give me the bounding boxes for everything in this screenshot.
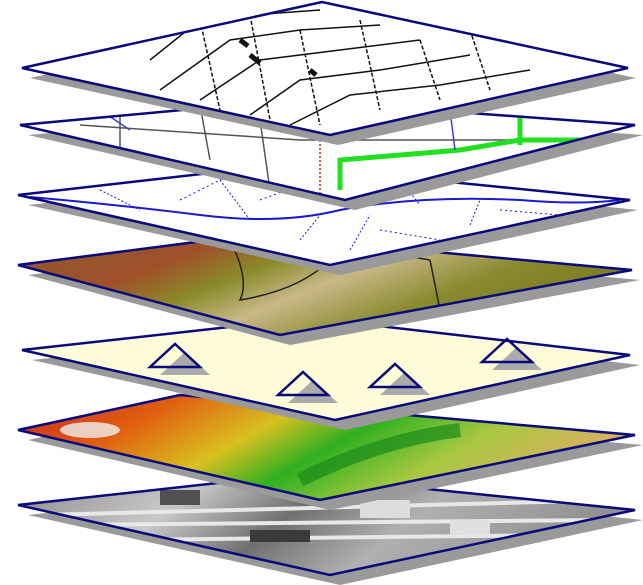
layer-fill [18, 235, 632, 335]
layer-outline [17, 393, 636, 502]
street-layer [21, 0, 636, 145]
point-layer [21, 316, 640, 430]
elevation-detail [60, 422, 461, 487]
layer-outline [21, 316, 631, 422]
layer-outline [17, 163, 631, 267]
layer-fill [20, 100, 635, 200]
layer-outline [21, 0, 629, 137]
point-symbols [146, 337, 542, 403]
imagery-detail [39, 490, 621, 542]
layer-outline [17, 473, 636, 577]
layer-outline [17, 233, 633, 337]
layer-fill [18, 395, 635, 500]
utility-layer [19, 98, 643, 210]
imagery-layer [17, 473, 643, 585]
layer-fill [18, 165, 630, 265]
layer-fill [22, 2, 628, 135]
elevation-layer [17, 393, 643, 510]
